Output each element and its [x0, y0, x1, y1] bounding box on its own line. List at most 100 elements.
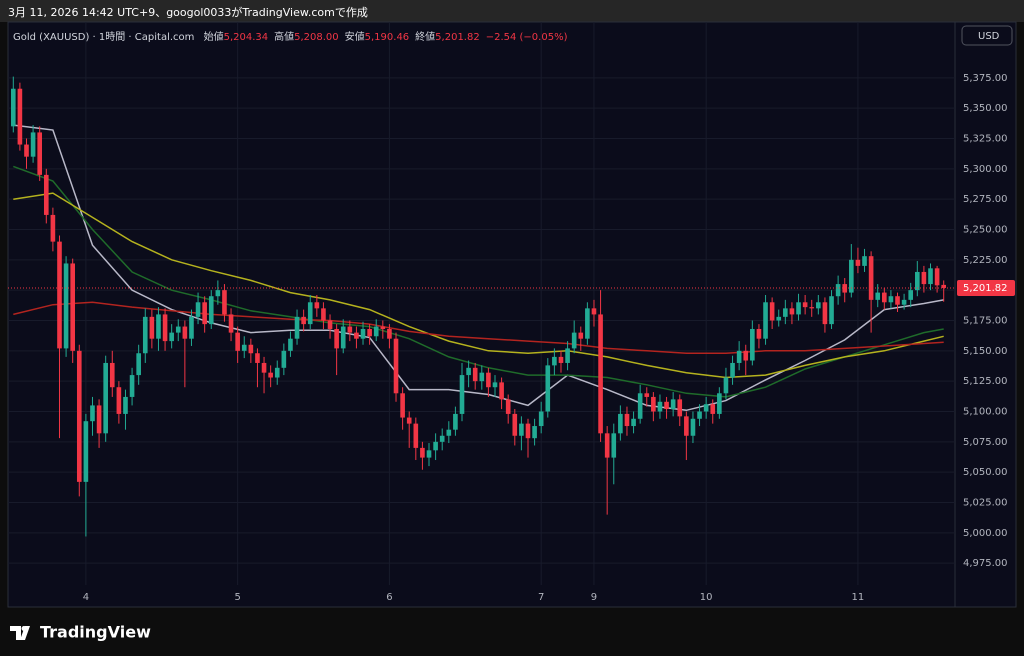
candle-body	[829, 296, 834, 325]
candle-body	[486, 372, 491, 388]
candle-body	[914, 271, 920, 291]
y-tick-label: 5,075.00	[963, 437, 1008, 448]
symbol: Gold (XAUUSD) · 1時間 · Capital.com	[13, 32, 195, 43]
currency-button[interactable]	[961, 25, 1013, 46]
y-tick-label: 5,150.00	[963, 346, 1008, 357]
ohlc-value: 5,201.82	[435, 32, 480, 43]
candle-body	[492, 382, 498, 388]
candle-body	[347, 326, 353, 333]
candle-body	[367, 328, 372, 337]
change: −2.54 (−0.05%)	[485, 32, 568, 43]
candle-body	[684, 416, 689, 436]
candle-body	[116, 387, 122, 414]
candle-body	[426, 450, 432, 458]
candle-body	[472, 367, 478, 382]
candle-body	[228, 314, 234, 333]
candle-body	[941, 284, 947, 288]
candle-body	[17, 88, 23, 145]
candle-body	[334, 328, 339, 349]
candle-body	[763, 302, 768, 339]
candle-body	[651, 396, 656, 412]
candle-body	[934, 268, 940, 286]
candle-body	[274, 367, 280, 378]
candle-body	[512, 413, 518, 436]
candle-body	[307, 302, 313, 325]
candle-body	[83, 421, 89, 482]
candle-body	[796, 302, 801, 315]
candle-body	[631, 418, 636, 427]
candle-body	[466, 367, 471, 376]
x-tick-label: 10	[700, 592, 713, 603]
candle-body	[393, 338, 399, 394]
candle-body	[400, 393, 405, 418]
candle-body	[816, 302, 821, 309]
candle-body	[241, 344, 247, 351]
candle-body	[611, 433, 617, 458]
candle-body	[895, 296, 900, 305]
candle-body	[532, 426, 537, 439]
candle-body	[901, 299, 907, 305]
candle-body	[175, 326, 181, 333]
x-tick-label: 6	[386, 592, 392, 603]
candle-body	[750, 328, 755, 361]
y-tick-label: 5,100.00	[963, 406, 1008, 417]
candle-body	[189, 316, 194, 339]
candle-body	[327, 320, 333, 329]
candle-body	[43, 174, 49, 215]
candle-body	[314, 302, 320, 309]
candle-body	[63, 263, 69, 349]
candle-body	[842, 284, 848, 293]
candle-body	[657, 401, 663, 412]
y-tick-label: 5,350.00	[963, 103, 1008, 114]
candle-body	[809, 307, 815, 309]
logo-dot	[21, 626, 27, 631]
candle-body	[439, 435, 445, 442]
candle-body	[769, 302, 775, 321]
candle-body	[123, 396, 128, 414]
brand: TradingView	[40, 623, 151, 642]
y-tick-label: 4,975.00	[963, 558, 1008, 569]
candle-body	[301, 316, 306, 325]
candle-body	[30, 132, 36, 157]
candle-body	[756, 328, 762, 339]
candle-body	[248, 344, 254, 354]
candle-body	[723, 377, 729, 394]
currency-label[interactable]: USD	[978, 31, 1000, 42]
moving-average	[13, 192, 944, 379]
candle-body	[453, 413, 458, 430]
ohlc-value: 5,204.34	[223, 32, 269, 43]
candle-body	[109, 362, 115, 388]
candle-body	[70, 263, 75, 351]
candle-body	[129, 375, 135, 397]
candle-body	[908, 290, 914, 300]
candle-body	[420, 447, 425, 458]
candle-body	[618, 413, 623, 434]
candle-body	[888, 296, 894, 303]
logo	[10, 626, 30, 640]
y-tick-label: 5,175.00	[963, 315, 1008, 326]
candle-body	[182, 326, 188, 339]
candle-body	[670, 399, 676, 410]
candle-body	[169, 332, 174, 342]
candle-body	[162, 314, 168, 342]
y-tick-label: 5,275.00	[963, 194, 1008, 205]
candle-body	[545, 365, 551, 412]
candle-body	[261, 362, 267, 373]
candle-body	[222, 290, 227, 315]
candle-body	[664, 401, 669, 410]
ohlc-name: 安値	[344, 32, 365, 43]
last-price-box	[957, 279, 1015, 296]
ohlc-name: 終値	[415, 32, 436, 43]
candle-body	[552, 356, 557, 366]
candle-body	[604, 433, 610, 458]
candle-body	[24, 144, 29, 157]
candle-body	[505, 399, 511, 414]
candle-body	[703, 404, 709, 412]
candle-body	[195, 302, 201, 317]
y-tick-label: 5,250.00	[963, 224, 1008, 235]
x-tick-label: 11	[852, 592, 865, 603]
candle-body	[57, 241, 62, 349]
candle-body	[255, 353, 260, 363]
